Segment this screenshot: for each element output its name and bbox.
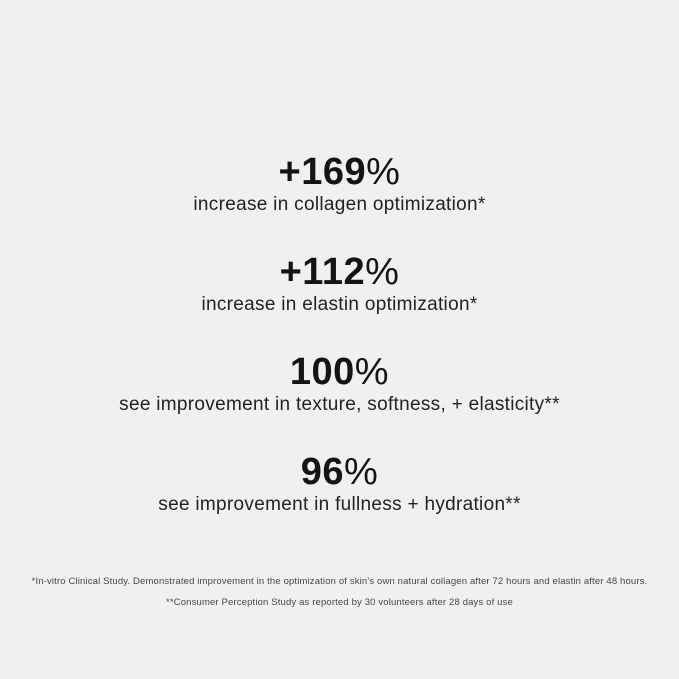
- stat-texture: 100% see improvement in texture, softnes…: [0, 352, 679, 418]
- stat-value: 100%: [0, 352, 679, 392]
- stat-value: +169%: [0, 152, 679, 192]
- stat-value: +112%: [0, 252, 679, 292]
- percent-sign: %: [366, 151, 401, 193]
- footnotes: *In-vitro Clinical Study. Demonstrated i…: [0, 575, 679, 610]
- stat-number: 96: [300, 451, 344, 493]
- percent-sign: %: [365, 251, 400, 293]
- stat-number: +169: [278, 151, 367, 193]
- stat-description: see improvement in fullness + hydration*…: [158, 494, 521, 515]
- stat-number: 100: [289, 351, 355, 393]
- percent-sign: %: [343, 451, 379, 493]
- stat-description: increase in elastin optimization*: [201, 294, 478, 315]
- stat-number: +112: [279, 251, 366, 293]
- footnote-clinical-study: *In-vitro Clinical Study. Demonstrated i…: [31, 576, 648, 587]
- percent-sign: %: [354, 351, 390, 393]
- stat-elastin: +112% increase in elastin optimization*: [0, 252, 679, 318]
- stat-description: increase in collagen optimization*: [193, 194, 486, 215]
- stats-list: +169% increase in collagen optimization*…: [0, 152, 679, 518]
- stat-description: see improvement in texture, softness, + …: [119, 394, 560, 415]
- stat-value: 96%: [0, 452, 679, 492]
- stat-collagen: +169% increase in collagen optimization*: [0, 152, 679, 218]
- footnote-consumer-study: **Consumer Perception Study as reported …: [166, 597, 513, 608]
- stat-fullness: 96% see improvement in fullness + hydrat…: [0, 452, 679, 518]
